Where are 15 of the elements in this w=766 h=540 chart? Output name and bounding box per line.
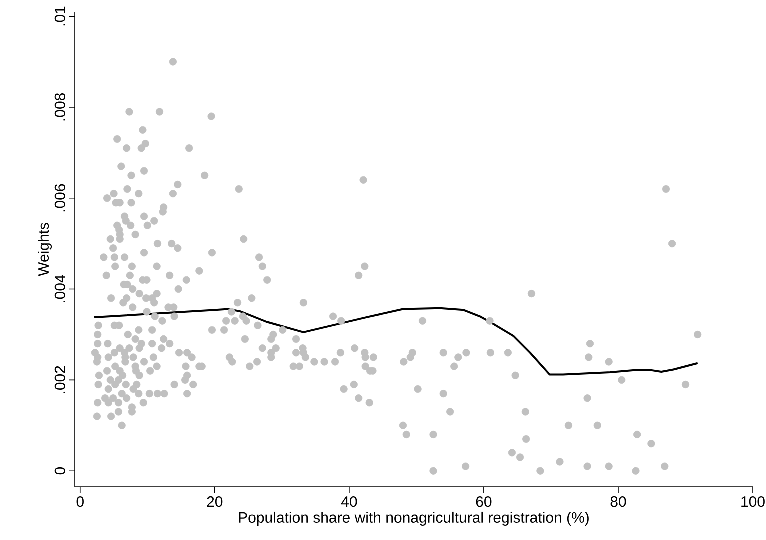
x-tick-label: 20 [207,496,223,508]
y-tick-label: .006 [54,184,66,212]
x-axis-title: Population share with nonagricultural registration (%) [239,512,589,526]
y-axis-title: Weights [38,223,52,276]
y-tick-label: 0 [54,468,66,475]
x-tick-label: 100 [742,496,765,508]
y-tick-label: .004 [54,275,66,302]
x-tick-label: 40 [341,496,358,508]
y-tick-label: .01 [54,6,66,26]
x-tick-label: 80 [610,496,626,508]
x-tick-label: 0 [76,496,84,508]
y-tick-label: .002 [54,366,66,394]
x-tick-label: 60 [476,496,492,508]
line-series [94,307,699,376]
y-tick-label: .008 [54,94,66,121]
